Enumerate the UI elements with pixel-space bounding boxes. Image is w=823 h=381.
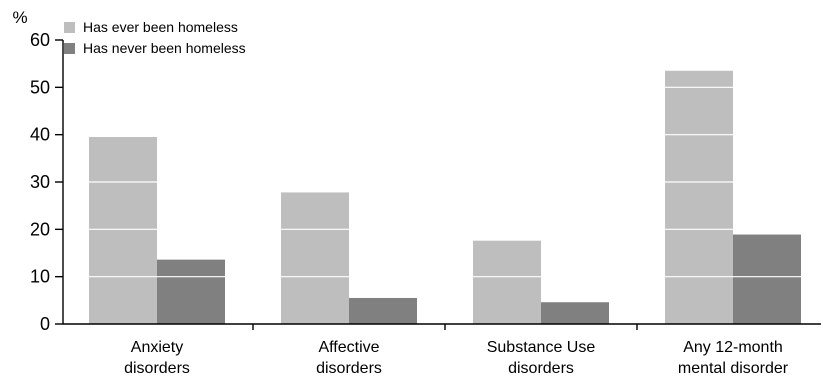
bar-never-homeless-2 <box>349 297 417 324</box>
y-tick-label-60: 60 <box>30 30 50 50</box>
bar-never-homeless-4 <box>733 234 801 324</box>
y-tick-label-10: 10 <box>30 267 50 287</box>
legend-label-1: Has ever been homeless <box>83 19 238 35</box>
x-category-label-1-line-2: disorders <box>124 360 190 377</box>
bar-ever-homeless-1 <box>89 137 157 324</box>
bar-never-homeless-1 <box>157 259 225 324</box>
x-axis-labels: Anxiety disorders Affective disorders Substa… <box>124 339 789 377</box>
bars <box>89 70 801 325</box>
y-tick-label-30: 30 <box>30 172 50 192</box>
x-category-label-4-line-2: mental disorder <box>678 360 789 377</box>
legend-swatch-1 <box>64 22 75 33</box>
bar-never-homeless-3 <box>541 302 609 324</box>
y-tick-label-20: 20 <box>30 219 50 239</box>
x-category-label-2-line-1: Affective <box>318 339 379 356</box>
bar-ever-homeless-3 <box>473 240 541 324</box>
y-tick-label-50: 50 <box>30 77 50 97</box>
legend: Has ever been homeless Has never been hom… <box>64 19 246 56</box>
legend-swatch-2 <box>64 43 75 54</box>
x-category-label-3-line-2: disorders <box>508 360 574 377</box>
bar-ever-homeless-4 <box>665 70 733 325</box>
legend-label-2: Has never been homeless <box>83 40 246 56</box>
x-category-label-1-line-1: Anxiety <box>131 339 183 356</box>
y-tick-label-40: 40 <box>30 125 50 145</box>
y-axis-unit-label: % <box>12 8 27 27</box>
x-category-label-3-line-1: Substance Use <box>487 339 596 356</box>
y-tick-label-0: 0 <box>40 314 50 334</box>
bar-ever-homeless-2 <box>281 192 349 324</box>
x-category-label-2-line-2: disorders <box>316 360 382 377</box>
axes <box>62 40 821 330</box>
gridlines <box>63 39 821 278</box>
x-category-label-4-line-1: Any 12-month <box>683 339 783 356</box>
y-axis-ticks: 0 10 20 30 40 50 60 <box>30 30 63 334</box>
